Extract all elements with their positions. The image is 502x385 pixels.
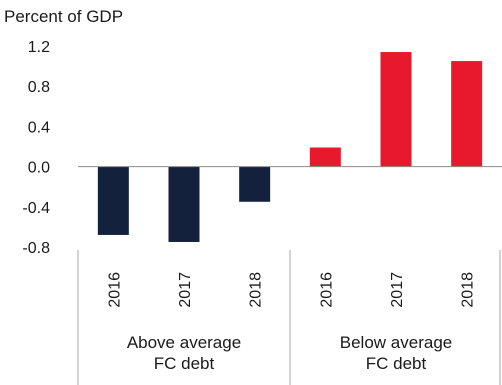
y-tick-label: 0.8 xyxy=(28,79,50,96)
bar xyxy=(239,166,271,202)
group-label: FC debt xyxy=(366,354,427,373)
group-label: FC debt xyxy=(154,354,215,373)
group-label: Below average xyxy=(340,333,452,352)
bar xyxy=(309,147,341,167)
bar xyxy=(97,166,129,235)
y-axis-label: Percent of GDP xyxy=(4,7,123,26)
bar xyxy=(168,166,200,242)
y-tick-label: -0.8 xyxy=(22,240,50,257)
bar xyxy=(451,61,483,167)
x-tick-label: 2016 xyxy=(318,272,335,308)
y-tick-label: 0.4 xyxy=(28,119,50,136)
x-tick-label: 2016 xyxy=(106,272,123,308)
x-tick-label: 2018 xyxy=(460,272,477,308)
x-tick-label: 2018 xyxy=(248,272,265,308)
x-tick-label: 2017 xyxy=(177,272,194,308)
bars xyxy=(97,52,483,242)
group-label: Above average xyxy=(127,333,241,352)
y-tick-label: -0.4 xyxy=(22,200,50,217)
y-tick-label: 0.0 xyxy=(28,160,50,177)
bar xyxy=(380,52,412,167)
y-axis-ticks: 1.2 0.8 0.4 0.0 -0.4 -0.8 xyxy=(22,39,50,257)
x-axis: 2016 2017 2018 Above average FC debt 2016 2017… xyxy=(77,250,501,385)
y-tick-label: 1.2 xyxy=(28,39,50,56)
x-tick-label: 2017 xyxy=(389,272,406,308)
